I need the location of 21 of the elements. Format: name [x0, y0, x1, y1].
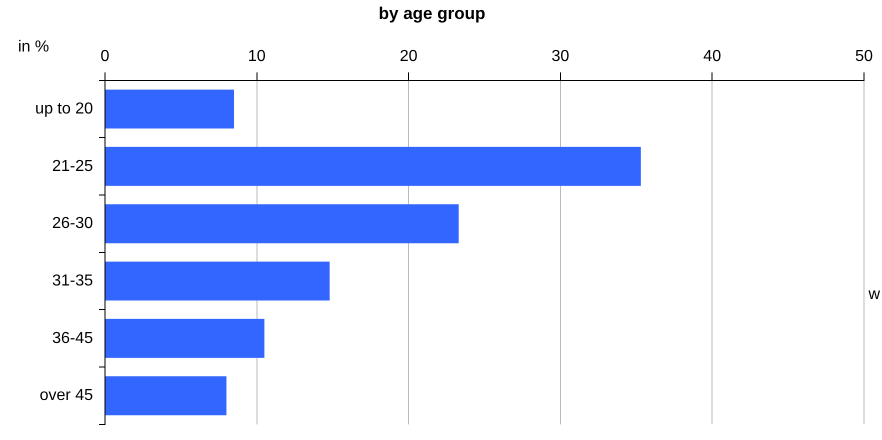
x-tick-label: 40: [703, 48, 722, 66]
x-axis-title: in %: [18, 38, 50, 56]
x-tick-label: 50: [855, 48, 873, 66]
y-tick-label: 36-45: [52, 330, 94, 347]
y-tick-label: over 45: [40, 387, 94, 404]
bar: [106, 204, 459, 244]
y-tick-label: 26-30: [52, 215, 94, 232]
x-tick-label: 20: [400, 48, 418, 66]
chart-title: by age group: [378, 4, 486, 23]
x-tick-label: 30: [552, 48, 570, 66]
y-tick-label: 21-25: [52, 158, 94, 175]
bar: [106, 376, 226, 416]
y-tick-label: 31-35: [52, 272, 94, 290]
x-tick-label: 10: [248, 48, 266, 66]
text: w: [867, 286, 880, 303]
y-tick-label: up to 20: [35, 100, 94, 118]
bar: [106, 262, 330, 301]
bar: [106, 318, 264, 358]
bar: [106, 90, 234, 129]
x-tick-label: 0: [100, 48, 110, 66]
bar: [106, 146, 641, 186]
